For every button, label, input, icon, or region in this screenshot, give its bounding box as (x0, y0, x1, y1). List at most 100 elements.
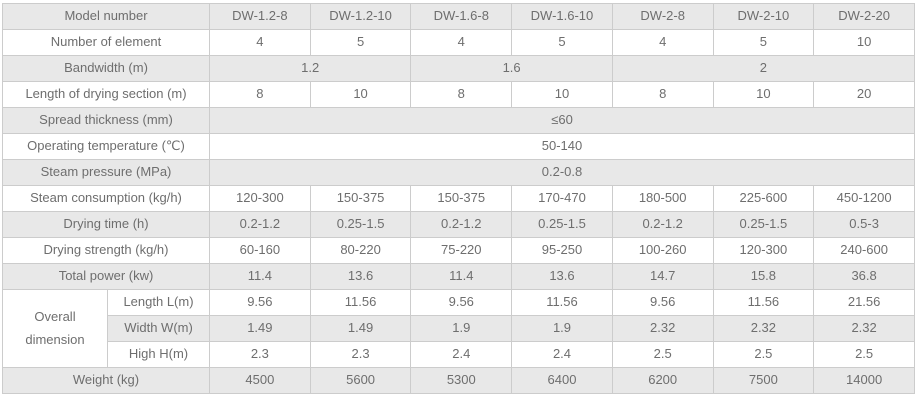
cell-value: 150-375 (309, 185, 412, 212)
cell-value: 1.9 (410, 315, 513, 342)
cell-value: 2.5 (813, 341, 915, 368)
cell-value: 5 (511, 29, 613, 56)
row-label: Steam pressure (MPa) (1, 159, 211, 186)
cell-value: 0.25-1.5 (712, 211, 815, 238)
cell-value: 0.25-1.5 (309, 211, 412, 238)
cell-value: 11.56 (511, 289, 613, 316)
cell-value: 1.49 (209, 315, 311, 342)
cell-value: 2.32 (611, 315, 714, 342)
cell-value: 0.2-0.8 (209, 159, 915, 186)
cell-value: 4 (611, 29, 714, 56)
row-steam-pressure: Steam pressure (MPa) 0.2-0.8 (1, 159, 915, 186)
cell-value: 2.4 (511, 341, 613, 368)
cell-value: 11.56 (309, 289, 412, 316)
row-steam-consumption: Steam consumption (kg/h) 120-300 150-375… (1, 185, 915, 212)
cell-value: 1.9 (511, 315, 613, 342)
cell-value: 225-600 (712, 185, 815, 212)
cell-value: 36.8 (813, 263, 915, 290)
cell-value: 6400 (511, 367, 613, 394)
cell-value: 0.2-1.2 (410, 211, 513, 238)
row-label: High H(m) (106, 341, 211, 368)
cell-value: 4 (209, 29, 311, 56)
row-model-number: Model number DW-1.2-8 DW-1.2-10 DW-1.6-8… (1, 3, 915, 30)
cell-value: 0.2-1.2 (611, 211, 714, 238)
cell-value: 21.56 (813, 289, 915, 316)
cell-value: 9.56 (611, 289, 714, 316)
model-header: DW-1.6-10 (511, 3, 613, 30)
cell-value: 8 (611, 81, 714, 108)
cell-value: 11.4 (209, 263, 311, 290)
cell-value: 5600 (309, 367, 412, 394)
cell-value: 2.32 (813, 315, 915, 342)
cell-value: 9.56 (209, 289, 311, 316)
cell-value: 5 (712, 29, 815, 56)
cell-value: 75-220 (410, 237, 513, 264)
cell-value: 13.6 (511, 263, 613, 290)
cell-value: 2.5 (712, 341, 815, 368)
cell-value: 1.49 (309, 315, 412, 342)
model-header: DW-1.2-10 (309, 3, 412, 30)
cell-value: 13.6 (309, 263, 412, 290)
cell-value: 10 (511, 81, 613, 108)
row-length-of-drying-section: Length of drying section (m) 8 10 8 10 8… (1, 81, 915, 108)
cell-value: 1.6 (410, 55, 613, 82)
model-header: DW-2-8 (611, 3, 714, 30)
row-label: Operating temperature (℃) (1, 133, 211, 160)
cell-value: 14000 (813, 367, 915, 394)
row-width-w: Width W(m) 1.49 1.49 1.9 1.9 2.32 2.32 2… (3, 315, 915, 342)
cell-value: 0.5-3 (813, 211, 915, 238)
cell-value: 120-300 (712, 237, 815, 264)
cell-value: 8 (410, 81, 513, 108)
model-header: DW-1.2-8 (209, 3, 311, 30)
cell-value: 2.32 (712, 315, 815, 342)
cell-value: 0.2-1.2 (209, 211, 311, 238)
cell-value: 10 (712, 81, 815, 108)
cell-value: 15.8 (712, 263, 815, 290)
cell-value: 450-1200 (813, 185, 915, 212)
model-header: DW-1.6-8 (410, 3, 513, 30)
cell-value: 150-375 (410, 185, 513, 212)
cell-value: 5300 (410, 367, 513, 394)
row-high-h: High H(m) 2.3 2.3 2.4 2.4 2.5 2.5 2.5 (3, 341, 915, 368)
row-label: Model number (1, 3, 211, 30)
cell-value: 6200 (611, 367, 714, 394)
row-label: Length L(m) (106, 289, 211, 316)
cell-value: 80-220 (309, 237, 412, 264)
row-length-l: Overall dimension Length L(m) 9.56 11.56… (2, 289, 915, 368)
row-number-of-element: Number of element 4 5 4 5 4 5 10 (1, 29, 915, 56)
model-header: DW-2-20 (813, 3, 915, 30)
cell-value: 180-500 (611, 185, 714, 212)
cell-value: 7500 (712, 367, 815, 394)
cell-value: 2.3 (309, 341, 412, 368)
row-label: Length of drying section (m) (1, 81, 211, 108)
row-label: Drying strength (kg/h) (1, 237, 211, 264)
cell-value: 50-140 (209, 133, 915, 160)
cell-value: 120-300 (209, 185, 311, 212)
row-label: Total power (kw) (1, 263, 211, 290)
row-label: Width W(m) (106, 315, 211, 342)
cell-value: 95-250 (511, 237, 613, 264)
cell-value: 20 (813, 81, 915, 108)
row-drying-time: Drying time (h) 0.2-1.2 0.25-1.5 0.2-1.2… (1, 211, 915, 238)
row-total-power: Total power (kw) 11.4 13.6 11.4 13.6 14.… (1, 263, 915, 290)
cell-value: 1.2 (209, 55, 412, 82)
cell-value: 4 (410, 29, 513, 56)
cell-value: ≤60 (209, 107, 915, 134)
cell-value: 2.3 (209, 341, 311, 368)
row-label: Drying time (h) (1, 211, 211, 238)
cell-value: 60-160 (209, 237, 311, 264)
cell-value: 2 (611, 55, 916, 82)
row-label: Spread thickness (mm) (1, 107, 211, 134)
row-label: Weight (kg) (1, 367, 211, 394)
row-operating-temperature: Operating temperature (℃) 50-140 (1, 133, 915, 160)
cell-value: 2.5 (611, 341, 714, 368)
cell-value: 5 (309, 29, 412, 56)
cell-value: 240-600 (813, 237, 915, 264)
overall-dimension-group-label: Overall dimension (2, 289, 108, 368)
cell-value: 100-260 (611, 237, 714, 264)
cell-value: 4500 (209, 367, 311, 394)
row-label: Steam consumption (kg/h) (1, 185, 211, 212)
row-bandwidth: Bandwidth (m) 1.2 1.6 2 (1, 55, 916, 82)
product-spec-table: Model number DW-1.2-8 DW-1.2-10 DW-1.6-8… (1, 3, 916, 394)
model-header: DW-2-10 (712, 3, 815, 30)
